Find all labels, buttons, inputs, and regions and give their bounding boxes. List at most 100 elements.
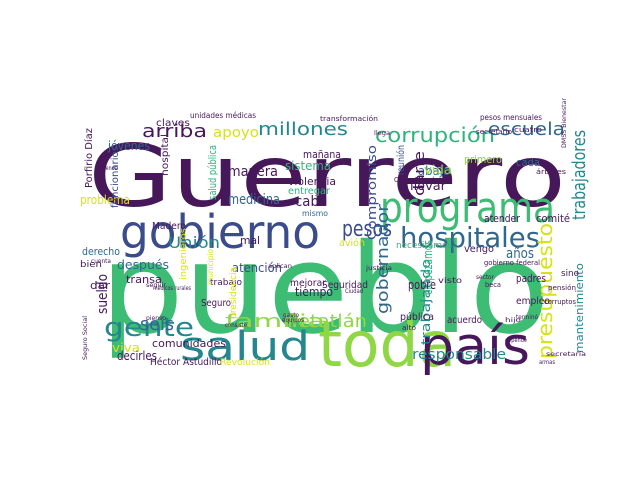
cloud-word: corruptos (544, 298, 576, 306)
cloud-word: responsable (412, 347, 506, 363)
cloud-word: decirles (117, 349, 157, 363)
cloud-word: medicina (228, 192, 280, 208)
cloud-word: terminó (516, 314, 538, 321)
cloud-word: Costa Grande (394, 176, 438, 184)
cloud-word: unidades médicas (190, 110, 256, 120)
cloud-word: mal (240, 234, 260, 247)
cloud-word: tiempo (295, 285, 333, 299)
cloud-word: gasto (283, 312, 299, 319)
cloud-word: presupuesto (533, 223, 557, 359)
cloud-word: pública (400, 311, 434, 323)
cloud-word: depende (505, 337, 527, 344)
cloud-word: claves (156, 118, 190, 129)
cloud-word: hospital (160, 134, 171, 176)
cloud-word: médicos rurales (153, 285, 191, 292)
cloud-word: cada (516, 156, 540, 169)
cloud-word: comunidades (152, 337, 226, 350)
cloud-word: llega (374, 130, 390, 137)
cloud-word: seis (140, 314, 174, 335)
cloud-word: pesos (342, 217, 392, 242)
cloud-word: sistema (285, 159, 331, 173)
cloud-word: seguir (146, 282, 167, 289)
cloud-word: funcionarios (110, 146, 121, 208)
cloud-word: hospitales (400, 221, 540, 254)
cloud-word: empezamos (421, 240, 435, 295)
cloud-word: Petatlán (287, 311, 367, 332)
cloud-word: cuatro (514, 126, 542, 134)
cloud-word: Unión (168, 233, 220, 252)
cloud-word: sueldo (95, 274, 111, 314)
cloud-word: familia (225, 311, 325, 332)
cloud-word: gobierno (120, 205, 320, 259)
cloud-word: Seguro (201, 298, 231, 309)
cloud-word: corrupción (375, 123, 495, 147)
cloud-word: después (117, 258, 169, 272)
cloud-word: equipos (282, 317, 304, 324)
cloud-word: Compromiso (365, 145, 379, 240)
cloud-word: árboles (536, 168, 566, 176)
cloud-word: programa (380, 183, 555, 232)
cloud-word: gente (104, 313, 194, 343)
cloud-word: Madero (152, 221, 186, 232)
cloud-word: sino (561, 269, 579, 279)
cloud-word: pobre (408, 278, 436, 292)
cloud-word: apoyo (213, 125, 259, 141)
cloud-word: Ciudad (345, 288, 363, 295)
cloud-word: atención (232, 261, 282, 275)
cloud-word: darle (412, 151, 428, 196)
cloud-word: comité (536, 212, 570, 225)
cloud-word: pensión (548, 284, 576, 292)
cloud-word: Seguridad (322, 280, 368, 291)
cloud-word: avión (339, 237, 365, 249)
cloud-word: consiste (225, 322, 247, 329)
cloud-word: mañana (303, 148, 341, 161)
cloud-word: salud (180, 324, 310, 370)
cloud-word: atender (484, 212, 520, 225)
cloud-word: años (506, 246, 534, 262)
cloud-word: aplican (268, 263, 292, 270)
cloud-word: arriba (142, 121, 207, 142)
cloud-word: fallar (263, 159, 282, 166)
cloud-word: país (420, 317, 530, 377)
cloud-word: DMSS Bienestar (561, 97, 568, 148)
cloud-word: empleo (516, 296, 550, 307)
cloud-word: transa (126, 273, 162, 286)
cloud-word: cuenta (91, 258, 111, 265)
cloud-word: mismo (302, 209, 328, 218)
cloud-word: Porfirio Díaz (83, 128, 95, 188)
cloud-word: bien (80, 260, 102, 270)
cloud-word: Héctor Astudillo (150, 356, 222, 368)
cloud-word: abajo (418, 164, 450, 178)
cloud-word: armas (539, 359, 555, 366)
cloud-word: gobierno federal (484, 259, 540, 267)
cloud-word: trabajadores (569, 130, 590, 220)
cloud-word: secretaría (546, 351, 586, 358)
cloud-word: violencia (288, 175, 336, 188)
cloud-word: padres (516, 272, 546, 285)
cloud-word: alto (402, 324, 416, 332)
cloud-word: reunión (395, 145, 407, 175)
cloud-word: municipio (206, 249, 215, 285)
cloud-word: necesitamos (396, 241, 452, 251)
cloud-word: trabajo (210, 278, 242, 288)
cloud-word: ingenieros (179, 228, 189, 280)
cloud-word: jóvenes (107, 139, 150, 153)
cloud-word: justicia (365, 265, 393, 272)
cloud-word: salud pública (206, 145, 219, 200)
cloud-word: beca (485, 281, 501, 289)
cloud-word: problema (80, 193, 130, 207)
cloud-word: hijo (505, 317, 521, 324)
cloud-word: dar (90, 279, 111, 292)
cloud-word: toda (318, 308, 456, 381)
cloud-word: Revolución (220, 357, 270, 368)
cloud-word: mejorar (290, 278, 327, 289)
cloud-word: pienso (146, 315, 166, 322)
cloud-word: cabo (295, 194, 327, 210)
cloud-word: manera (228, 164, 278, 180)
cloud-word: mantenimiento (573, 263, 586, 353)
cloud-word: menos (101, 165, 117, 172)
cloud-word: llevar (410, 179, 446, 193)
cloud-word: entregar (288, 186, 331, 197)
cloud-word: primero (464, 153, 502, 166)
